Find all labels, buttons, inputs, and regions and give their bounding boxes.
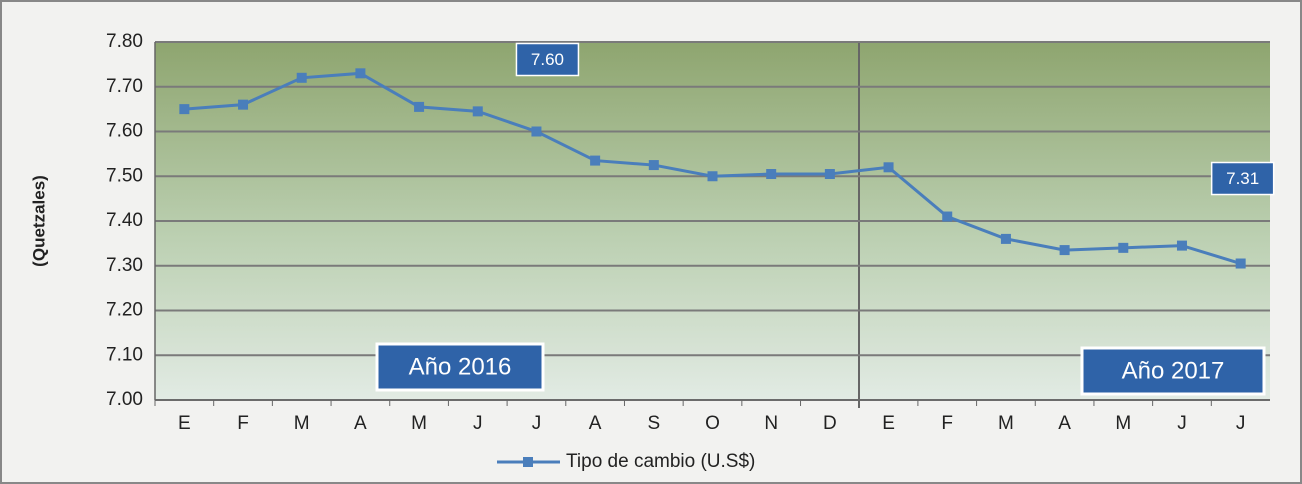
x-tick-label: A <box>1058 413 1071 434</box>
marker <box>238 99 249 110</box>
marker <box>531 126 542 137</box>
x-tick-label: J <box>473 413 483 434</box>
marker <box>707 171 718 182</box>
x-tick-label: M <box>1115 413 1131 434</box>
x-tick-label: A <box>589 413 602 434</box>
legend-marker <box>523 457 533 467</box>
marker <box>590 155 601 166</box>
value-label: 7.31 <box>1226 169 1259 188</box>
x-tick-label: M <box>411 413 427 434</box>
annotation: Año 2017 <box>1122 357 1225 384</box>
value-label-box <box>1210 161 1275 196</box>
x-tick-label: J <box>532 413 542 434</box>
x-tick-label: M <box>294 413 310 434</box>
y-tick-label: 7.10 <box>106 344 143 365</box>
marker <box>942 211 953 222</box>
marker <box>648 160 659 171</box>
marker <box>1059 245 1070 256</box>
x-tick-label: A <box>354 413 367 434</box>
y-tick-label: 7.80 <box>106 31 143 52</box>
x-tick-label: N <box>764 413 778 434</box>
x-tick-label: D <box>823 413 837 434</box>
annotation-box <box>1080 346 1266 396</box>
x-tick-label: S <box>647 413 660 434</box>
marker <box>1235 258 1246 269</box>
y-axis-label: (Quetzales) <box>29 175 48 267</box>
value-label-box <box>515 42 580 77</box>
value-label: 7.60 <box>531 50 564 69</box>
y-tick-label: 7.60 <box>106 121 143 142</box>
x-tick-label: J <box>1177 413 1187 434</box>
x-tick-label: O <box>705 413 720 434</box>
y-tick-label: 7.30 <box>106 255 143 276</box>
marker <box>414 101 425 112</box>
marker <box>296 72 307 83</box>
marker <box>1176 240 1187 251</box>
marker <box>179 104 190 115</box>
annotation-box <box>375 342 545 392</box>
y-tick-label: 7.50 <box>106 165 143 186</box>
marker <box>824 169 835 180</box>
x-tick-label: F <box>941 413 953 434</box>
x-tick-label: E <box>882 413 895 434</box>
x-tick-label: M <box>998 413 1014 434</box>
x-tick-label: E <box>178 413 191 434</box>
annotation: Año 2016 <box>409 353 512 380</box>
marker <box>1000 233 1011 244</box>
marker <box>766 169 777 180</box>
marker <box>1118 242 1129 253</box>
x-tick-label: J <box>1236 413 1246 434</box>
marker <box>883 162 894 173</box>
legend-label: Tipo de cambio (U.S$) <box>566 451 755 472</box>
y-tick-label: 7.70 <box>106 76 143 97</box>
y-tick-label: 7.40 <box>106 210 143 231</box>
x-tick-label: F <box>237 413 249 434</box>
marker <box>355 68 366 79</box>
y-tick-label: 7.00 <box>106 389 143 410</box>
marker <box>472 106 483 117</box>
y-tick-label: 7.20 <box>106 300 143 321</box>
